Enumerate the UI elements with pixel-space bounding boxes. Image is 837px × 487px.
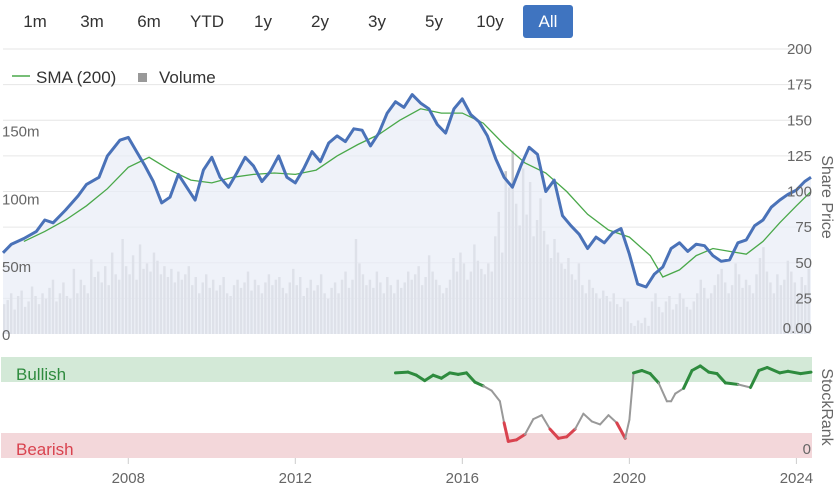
range-button-5y[interactable]: 5y [425,12,443,31]
stockrank-segment [498,400,506,424]
stockrank-segment [532,414,543,421]
price-tick-label: 175 [787,77,812,94]
stockrank-segment [473,380,485,388]
stockrank-line [394,364,813,443]
stockrank-segment [439,371,452,380]
price-axis-ticks: 25 50 75 100 125 150 175 200 0.00 [783,41,812,337]
range-button-3y[interactable]: 3y [368,12,386,31]
range-button-1m[interactable]: 1m [23,12,47,31]
stockrank-segment [723,381,740,386]
price-line [1,93,812,289]
stockrank-segment [599,414,610,426]
price-tick-label: 150 [787,112,812,129]
stockrank-segment [574,412,585,431]
stockrank-segment [607,414,618,424]
stockrank-segment [490,389,501,403]
volume-tick-label: 50m [2,259,31,276]
volume-tick-label: 0 [2,327,10,344]
price-axis-title: Share Price [818,155,835,239]
time-tick-label: 2008 [112,470,145,487]
stockrank-segment [690,364,702,372]
stockrank-segment [624,418,631,440]
stockrank-segment [674,387,685,395]
sma-line [23,108,812,278]
price-tick-label: 125 [787,148,812,165]
price-tick-label: 75 [795,219,812,236]
time-tick-label: 2016 [446,470,479,487]
stockrank-segment [482,384,493,392]
stockrank-segment [548,427,560,440]
volume-legend-label: Volume [159,68,216,87]
stockrank-segment [749,369,761,389]
range-button-all[interactable]: All [523,5,573,38]
price-tick-label: 100 [787,184,812,201]
stockrank-segment [698,364,711,374]
stockrank-segment [414,373,427,383]
stockrank-segment [628,371,635,421]
stockrank-segment [524,418,535,436]
stockrank-segment [682,369,694,390]
bullish-zone [1,357,812,382]
stockrank-segment [582,412,593,423]
range-button-3m[interactable]: 3m [80,12,104,31]
stockrank-segment [615,421,627,440]
volume-tick-label: 150m [2,123,40,140]
stockrank-segment [590,420,602,426]
stockrank-segment [465,371,477,384]
price-tick-label: 200 [787,41,812,58]
stockrank-segment [540,414,551,431]
time-tick-label: 2012 [279,470,312,487]
price-area [3,94,811,334]
stockrank-segment [715,372,727,385]
stockrank-axis-title: StockRank [818,368,835,446]
volume-axis-ticks: 0 50m 100m 150m [2,123,40,344]
stockrank-segment [502,421,510,443]
stockrank-segment [394,370,410,375]
range-button-ytd[interactable]: YTD [190,12,224,31]
legend: SMA (200) Volume [12,68,216,87]
stockrank-segment [736,383,752,389]
range-button-2y[interactable]: 2y [311,12,329,31]
stockrank-segment [515,432,527,442]
bearish-label: Bearish [16,440,74,459]
volume-legend-swatch [138,73,147,82]
stockrank-zero-tick: 0 [803,441,811,458]
bearish-zone [1,433,812,458]
stockrank-segment [786,369,803,376]
price-tick-label: 25 [795,290,812,307]
stockrank-segment [670,392,677,403]
stockrank-segment [799,370,813,376]
range-button-6m[interactable]: 6m [137,12,161,31]
range-selector: 1m 3m 6m YTD 1y 2y 3y 5y 10y All [0,5,600,39]
stockrank-panel: Bullish Bearish 0 [1,357,813,459]
range-button-10y[interactable]: 10y [476,12,504,31]
time-axis-ticks: 2008 2012 2016 2020 2024 [112,458,813,487]
price-tick-label: 50 [795,255,812,272]
stockrank-segment [765,366,782,375]
time-tick-label: 2024 [780,470,813,487]
sma-legend-label: SMA (200) [36,68,116,87]
stockrank-segment [648,372,661,385]
stockrank-segment [565,427,577,439]
volume-tick-label: 100m [2,191,40,208]
range-button-1y[interactable]: 1y [254,12,272,31]
stockrank-segment [423,373,435,383]
bullish-label: Bullish [16,365,66,384]
stockrank-segment [657,381,668,403]
price-zero-tick-label: 0.00 [783,320,812,337]
time-tick-label: 2020 [613,470,646,487]
